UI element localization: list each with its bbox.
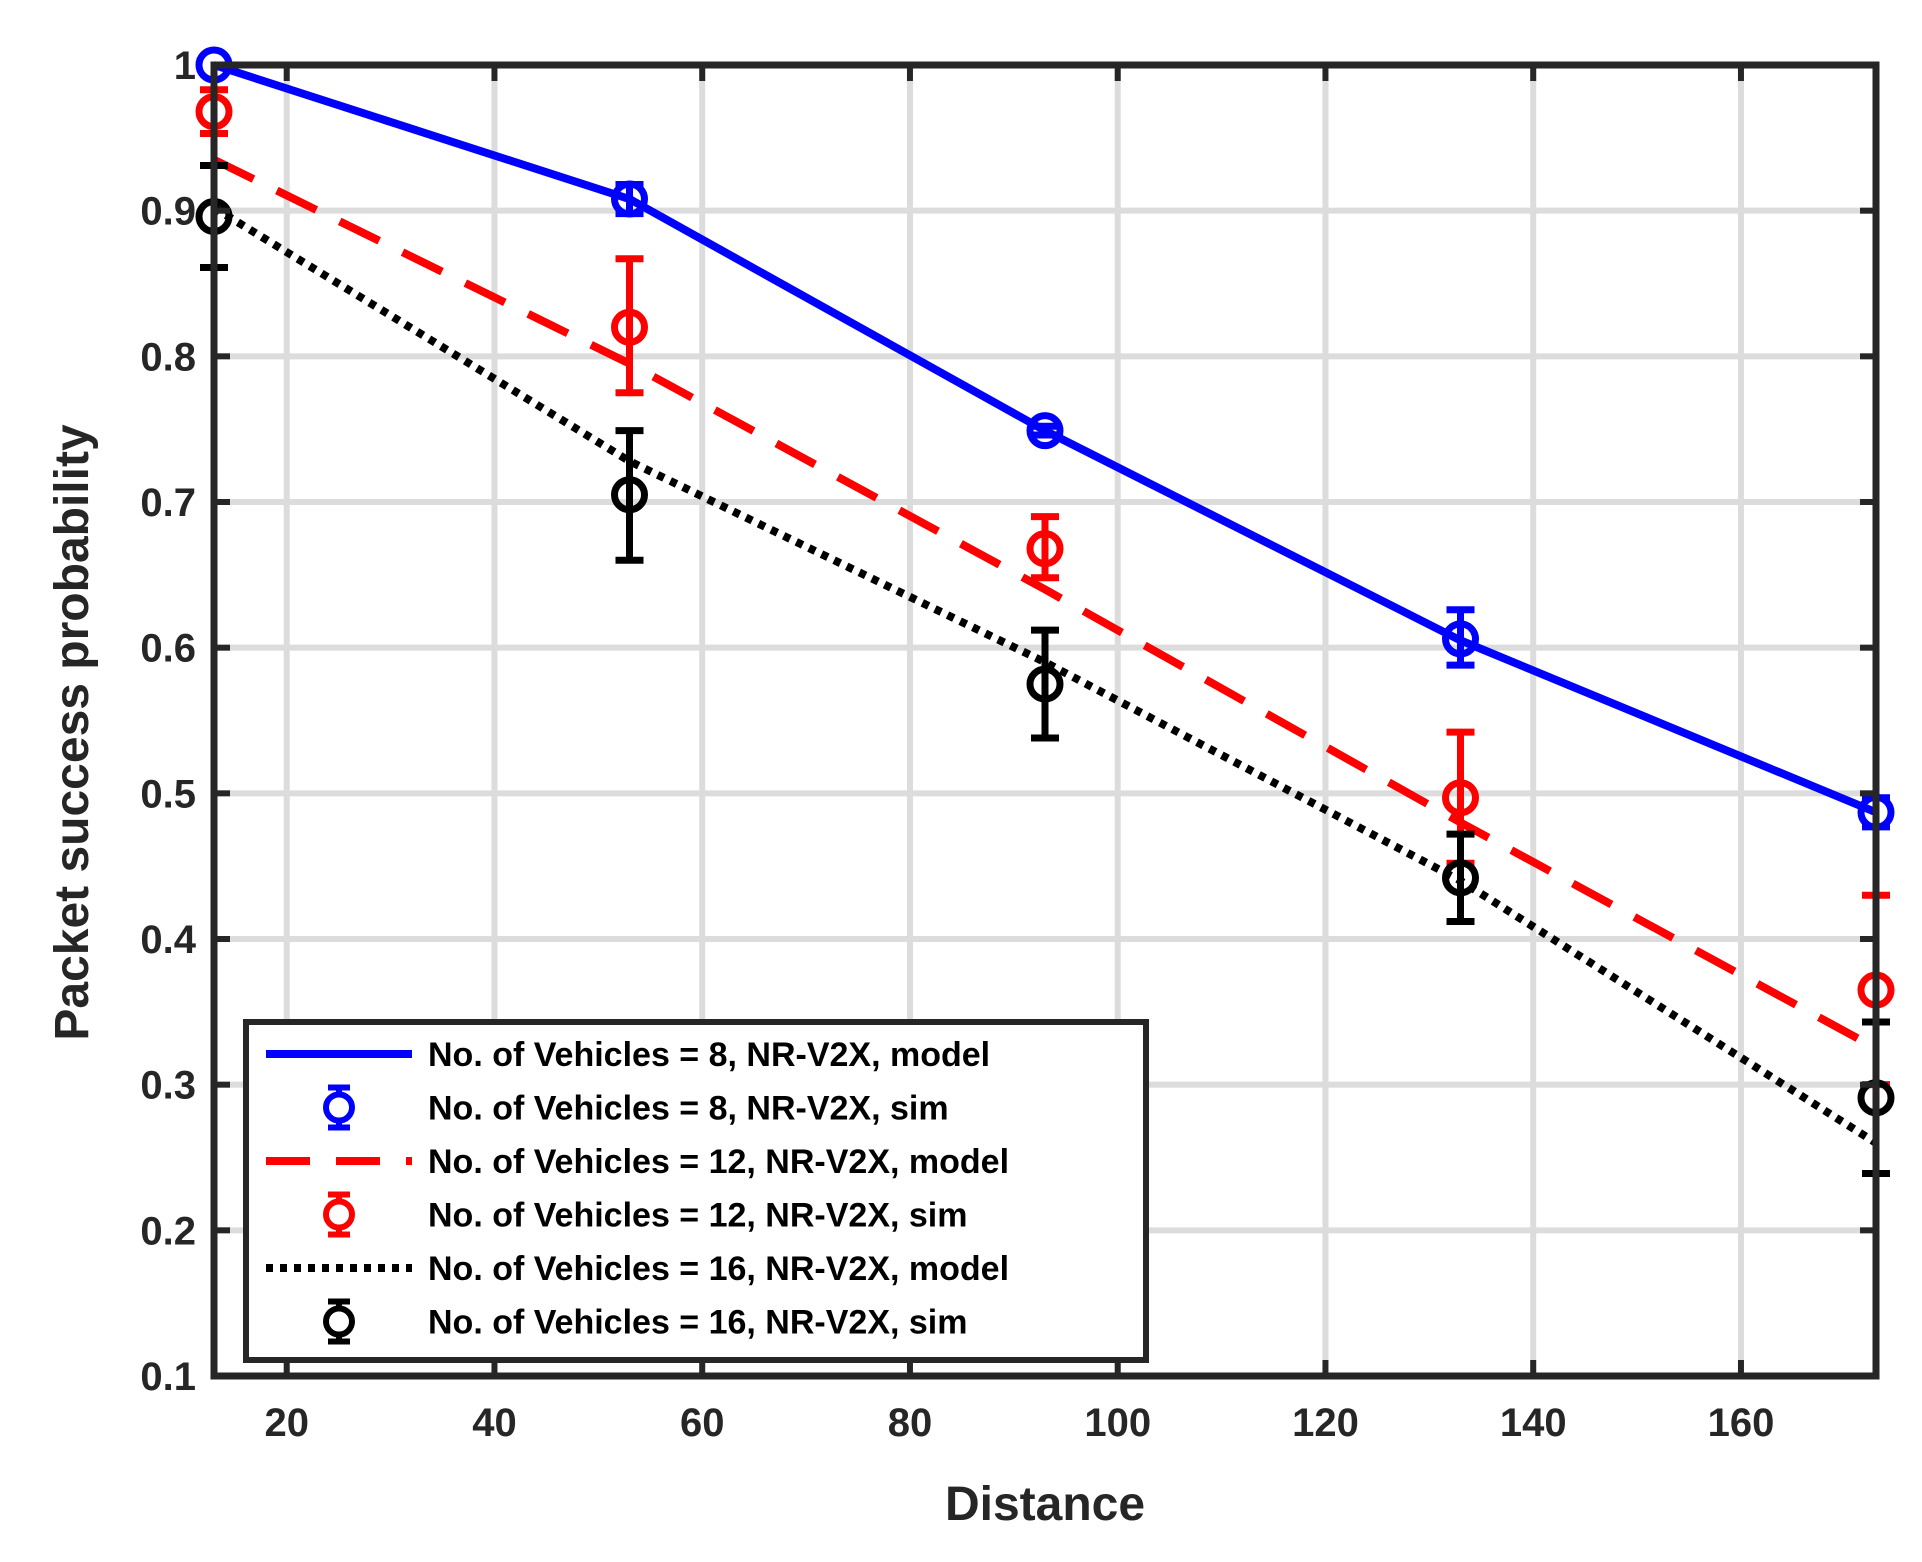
x-tick-label: 100	[1084, 1401, 1151, 1445]
legend-box	[243, 1019, 1149, 1363]
y-tick-label: 0.9	[140, 190, 196, 234]
data-point	[1026, 412, 1064, 450]
x-tick-label: 40	[472, 1401, 517, 1445]
y-tick-label: 0.7	[140, 481, 196, 525]
x-tick-label: 60	[680, 1401, 725, 1445]
y-tick-label: 0.5	[140, 772, 196, 816]
data-point	[1442, 620, 1479, 658]
legend-item: No. of Vehicles = 8, NR-V2X, sim	[323, 1084, 949, 1131]
legend-item: No. of Vehicles = 8, NR-V2X, model	[266, 1036, 990, 1074]
legend-item: No. of Vehicles = 12, NR-V2X, model	[266, 1143, 1009, 1181]
data-point	[1026, 530, 1064, 568]
legend-label: No. of Vehicles = 8, NR-V2X, sim	[428, 1090, 949, 1128]
y-tick-label: 0.8	[140, 335, 196, 379]
x-tick-label: 120	[1292, 1401, 1359, 1445]
y-tick-labels: 0.1 0.2 0.3 0.4 0.5 0.6 0.7 0.8 0.9 1	[140, 44, 196, 1399]
data-point	[611, 476, 648, 514]
legend-marker	[323, 1305, 355, 1338]
data-point	[611, 180, 648, 218]
x-tick-labels: 20 40 60 80 100 120 140 160	[264, 1401, 1774, 1445]
x-axis-label: Distance	[945, 1478, 1145, 1531]
y-tick-label: 0.6	[140, 627, 196, 671]
legend-label: No. of Vehicles = 16, NR-V2X, sim	[428, 1304, 967, 1342]
data-point	[611, 308, 648, 346]
data-point	[1026, 665, 1064, 703]
legend: No. of Vehicles = 8, NR-V2X, model No. of…	[243, 1019, 1149, 1363]
y-tick-label: 1	[174, 44, 196, 88]
legend-item: No. of Vehicles = 16, NR-V2X, sim	[323, 1298, 967, 1345]
y-tick-label: 0.1	[140, 1355, 196, 1399]
x-tick-label: 160	[1708, 1401, 1775, 1445]
data-point	[1442, 779, 1479, 817]
legend-marker	[323, 1091, 355, 1124]
y-tick-label: 0.4	[140, 918, 196, 962]
x-tick-label: 140	[1500, 1401, 1567, 1445]
legend-label: No. of Vehicles = 12, NR-V2X, sim	[428, 1197, 967, 1235]
y-axis-label: Packet success probability	[46, 424, 99, 1041]
legend-label: No. of Vehicles = 12, NR-V2X, model	[428, 1143, 1009, 1181]
y-tick-label: 0.2	[140, 1209, 196, 1253]
plot-frame	[210, 61, 1880, 1380]
legend-label: No. of Vehicles = 16, NR-V2X, model	[428, 1250, 1009, 1288]
x-tick-label: 80	[888, 1401, 933, 1445]
legend-marker	[323, 1198, 355, 1231]
x-tick-label: 20	[264, 1401, 309, 1445]
data-point	[1442, 859, 1479, 897]
legend-label: No. of Vehicles = 8, NR-V2X, model	[428, 1036, 990, 1074]
y-tick-label: 0.3	[140, 1064, 196, 1108]
series-line-no-of-vehicles-12-nr-v2x-model	[212, 156, 1878, 1052]
series-line-no-of-vehicles-16-nr-v2x-model	[211, 204, 1879, 1147]
legend-item: No. of Vehicles = 12, NR-V2X, sim	[323, 1191, 967, 1238]
legend-item: No. of Vehicles = 16, NR-V2X, model	[266, 1250, 1009, 1288]
